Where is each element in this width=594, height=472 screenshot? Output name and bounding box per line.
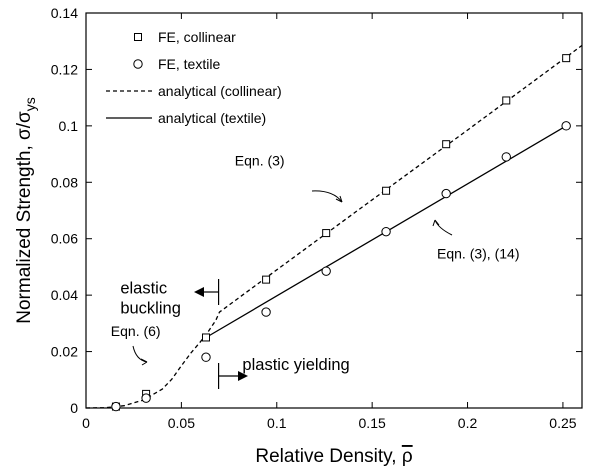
marker-layer bbox=[111, 54, 571, 412]
textile-fe-point bbox=[381, 226, 391, 237]
x-tick-label: 0.25 bbox=[549, 415, 576, 431]
collinear-fe-point bbox=[322, 229, 331, 238]
annotation-eqn-6: Eqn. (6) bbox=[111, 323, 161, 339]
collinear-fe-point bbox=[562, 54, 571, 63]
y-tick-label: 0 bbox=[70, 400, 78, 416]
elastic-arrow-head bbox=[194, 287, 204, 297]
legend-circle-icon bbox=[133, 59, 143, 69]
legend-label: FE, textile bbox=[158, 56, 220, 72]
x-axis-title: Relative Density, ρ bbox=[255, 446, 412, 467]
annotation-buckling: buckling bbox=[120, 299, 181, 317]
axis-labels: Relative Density, ρ Normalized Strength, … bbox=[14, 97, 413, 467]
textile-fe-point bbox=[261, 307, 271, 317]
x-tick-label: 0.2 bbox=[458, 415, 478, 431]
x-tick-label: 0 bbox=[82, 415, 90, 431]
textile-fe-point bbox=[441, 188, 451, 199]
collinear-fe-point bbox=[442, 140, 451, 149]
y-tick-label: 0.1 bbox=[59, 118, 79, 134]
eqn-3-pointer-head bbox=[335, 195, 343, 203]
legend-square-icon bbox=[134, 33, 142, 41]
y-tick-label: 0.08 bbox=[51, 174, 78, 190]
plot-frame: 0 0.05 0.1 0.15 0.2 0.25 0 0.02 0.04 0.06 0.08 0.1 0… bbox=[51, 5, 583, 431]
eqn-3-14-pointer-head bbox=[432, 219, 440, 227]
plastic-arrow-head bbox=[238, 371, 248, 381]
legend-label: analytical (collinear) bbox=[158, 83, 282, 99]
eqn-3-pointer bbox=[311, 190, 343, 203]
collinear-fe-point bbox=[382, 186, 391, 195]
y-tick-label: 0.02 bbox=[51, 344, 78, 360]
textile-fe-point bbox=[501, 152, 511, 162]
y-tick-label: 0.14 bbox=[51, 5, 78, 21]
plot-area-border bbox=[85, 12, 583, 409]
legend: FE, collinear FE, textile analytical (coll… bbox=[106, 29, 282, 126]
collinear-fe-point bbox=[201, 333, 210, 342]
x-tick-label: 0.05 bbox=[168, 415, 195, 431]
y-tick-label: 0.04 bbox=[51, 287, 78, 303]
eqn-3-14-pointer bbox=[434, 219, 453, 236]
annotation-elastic: elastic bbox=[120, 280, 167, 298]
legend-label: FE, collinear bbox=[158, 29, 236, 45]
collinear-fe-point bbox=[262, 275, 271, 284]
textile-fe-point bbox=[561, 121, 571, 131]
eqn-6-pointer-head bbox=[140, 358, 148, 366]
x-tick-label: 0.15 bbox=[359, 415, 386, 431]
textile-fe-point bbox=[321, 266, 331, 276]
textile-fe-point bbox=[111, 401, 121, 412]
x-tick-label: 0.1 bbox=[267, 415, 287, 431]
y-axis-title: Normalized Strength, σ/σys bbox=[14, 97, 38, 323]
textile-fe-point bbox=[141, 393, 151, 403]
textile-fe-point bbox=[201, 352, 211, 362]
y-tick-label: 0.06 bbox=[51, 231, 78, 247]
annotation-eqn-3: Eqn. (3) bbox=[235, 152, 285, 168]
y-tick-label: 0.12 bbox=[51, 61, 78, 77]
annotation-eqn-3-14: Eqn. (3), (14) bbox=[437, 245, 519, 261]
legend-label: analytical (textile) bbox=[158, 110, 266, 126]
eqn-6-pointer bbox=[132, 345, 148, 363]
annotation-plastic-yielding: plastic yielding bbox=[242, 356, 349, 374]
collinear-fe-point bbox=[502, 96, 511, 105]
